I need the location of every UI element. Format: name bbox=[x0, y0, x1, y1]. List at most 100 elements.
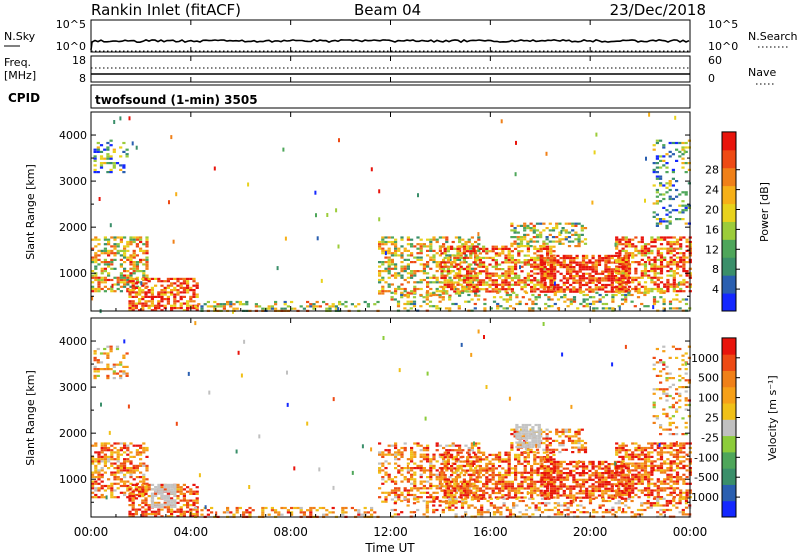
power-echo-cell bbox=[669, 261, 673, 264]
power-colorbar-tick: 28 bbox=[705, 164, 719, 177]
power-echo-cell bbox=[123, 261, 127, 264]
power-echo-cell bbox=[546, 263, 550, 266]
power-echo-cell bbox=[422, 300, 426, 303]
power-echo-cell bbox=[650, 270, 654, 273]
velocity-echo-cell bbox=[564, 435, 568, 438]
power-echo-cell bbox=[135, 145, 138, 150]
power-echo-cell bbox=[549, 283, 554, 287]
power-echo-cell bbox=[585, 298, 589, 301]
velocity-echo-cell bbox=[561, 448, 565, 451]
power-echo-cell bbox=[422, 270, 426, 273]
velocity-echo-cell bbox=[567, 437, 572, 440]
power-echo-cell bbox=[546, 268, 550, 271]
velocity-echo-cell bbox=[539, 460, 543, 463]
velocity-echo-cell bbox=[394, 467, 398, 470]
power-echo-cell bbox=[435, 261, 439, 264]
velocity-echo-cell bbox=[634, 478, 638, 481]
velocity-echo-cell bbox=[461, 500, 465, 503]
power-echo-cell bbox=[610, 279, 614, 282]
velocity-echo-cell bbox=[574, 439, 578, 442]
power-echo-cell bbox=[147, 304, 151, 307]
power-echo-cell bbox=[575, 290, 579, 293]
velocity-echo-cell bbox=[440, 476, 444, 479]
power-echo-cell bbox=[634, 245, 638, 248]
velocity-echo-cell bbox=[507, 474, 511, 477]
velocity-echo-cell bbox=[672, 442, 676, 445]
velocity-echo-cell bbox=[91, 455, 95, 458]
power-echo-cell bbox=[442, 287, 446, 291]
power-echo-cell bbox=[459, 279, 463, 282]
power-echo-cell bbox=[160, 304, 164, 307]
velocity-echo-cell bbox=[542, 494, 546, 497]
power-echo-cell bbox=[492, 300, 497, 303]
velocity-echo-cell bbox=[110, 464, 114, 467]
power-echo-cell bbox=[572, 277, 576, 280]
velocity-echo-cell bbox=[110, 449, 114, 452]
velocity-echo-cell bbox=[459, 494, 463, 497]
power-echo-cell bbox=[549, 279, 554, 282]
velocity-echo-cell bbox=[501, 496, 505, 499]
velocity-echo-cell bbox=[663, 480, 667, 483]
velocity-echo-cell bbox=[545, 446, 549, 449]
velocity-echo-cell bbox=[558, 442, 562, 445]
power-echo-cell bbox=[123, 278, 127, 282]
power-echo-cell bbox=[558, 307, 560, 311]
velocity-echo-cell bbox=[588, 485, 592, 488]
velocity-echo-cell bbox=[166, 510, 170, 513]
velocity-echo-cell bbox=[100, 451, 104, 454]
power-echo-cell bbox=[659, 155, 663, 158]
power-echo-cell bbox=[94, 274, 98, 277]
velocity-echo-cell bbox=[125, 374, 129, 377]
power-echo-cell bbox=[482, 279, 486, 282]
power-echo-cell bbox=[647, 252, 651, 255]
power-echo-cell bbox=[160, 280, 164, 283]
velocity-echo-cell bbox=[429, 458, 433, 461]
power-echo-cell bbox=[397, 285, 401, 288]
power-echo-cell bbox=[170, 309, 174, 312]
power-echo-cell bbox=[553, 268, 557, 271]
velocity-echo-cell bbox=[435, 442, 439, 445]
velocity-echo-cell bbox=[192, 483, 196, 486]
power-echo-cell bbox=[615, 272, 619, 275]
power-echo-cell bbox=[100, 272, 104, 275]
power-echo-cell bbox=[556, 283, 560, 287]
velocity-echo-cell bbox=[597, 460, 602, 463]
power-echo-cell bbox=[135, 238, 139, 241]
power-echo-cell bbox=[569, 300, 573, 303]
power-echo-cell bbox=[448, 294, 452, 297]
velocity-echo-cell bbox=[394, 482, 398, 485]
power-echo-cell bbox=[623, 266, 627, 269]
power-echo-cell bbox=[176, 277, 180, 280]
power-echo-cell bbox=[517, 279, 521, 282]
velocity-echo-cell bbox=[459, 487, 463, 490]
power-echo-cell bbox=[132, 252, 136, 255]
power-echo-cell bbox=[553, 266, 557, 269]
power-echo-cell bbox=[514, 247, 518, 250]
power-echo-cell bbox=[469, 254, 473, 257]
velocity-echo-cell bbox=[675, 493, 680, 497]
power-echo-cell bbox=[665, 191, 669, 194]
velocity-echo-cell bbox=[113, 478, 117, 481]
power-echo-cell bbox=[293, 307, 297, 310]
power-echo-cell bbox=[93, 157, 97, 160]
power-echo-cell bbox=[662, 159, 666, 162]
power-echo-cell bbox=[553, 272, 557, 275]
velocity-echo-cell bbox=[474, 467, 478, 470]
power-echo-cell bbox=[416, 243, 420, 246]
velocity-echo-cell bbox=[556, 469, 560, 472]
power-echo-cell bbox=[387, 272, 391, 275]
velocity-echo-cell bbox=[406, 500, 410, 503]
power-echo-cell bbox=[562, 254, 566, 257]
power-echo-cell bbox=[634, 267, 638, 270]
power-echo-cell bbox=[581, 268, 586, 271]
power-echo-cell bbox=[394, 265, 398, 268]
velocity-echo-cell bbox=[331, 506, 335, 510]
power-echo-cell bbox=[182, 280, 186, 283]
power-echo-cell bbox=[134, 286, 138, 289]
power-echo-cell bbox=[523, 276, 527, 280]
velocity-echo-cell bbox=[623, 492, 627, 495]
power-echo-cell bbox=[577, 236, 581, 239]
power-echo-cell bbox=[640, 245, 644, 248]
power-echo-cell bbox=[96, 148, 100, 151]
power-echo-cell bbox=[141, 295, 145, 298]
